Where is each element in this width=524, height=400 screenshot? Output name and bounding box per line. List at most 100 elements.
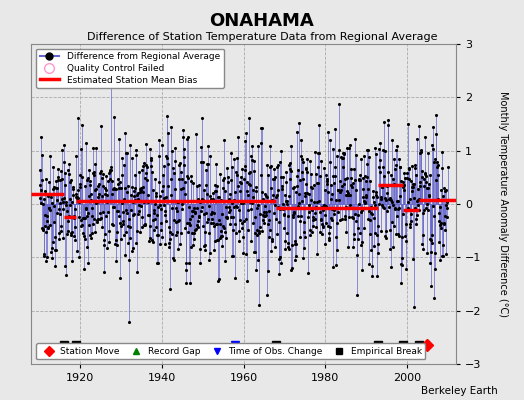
Point: [208, 208, 216, 215]
Point: [341, 216, 349, 222]
Point: [102, 213, 111, 220]
Point: [363, 147, 371, 154]
Point: [141, 222, 149, 228]
Point: [131, 172, 139, 178]
Point: [168, 231, 177, 238]
Point: [377, 202, 386, 208]
Point: [37, 187, 45, 193]
Point: [225, 209, 233, 216]
Point: [203, 161, 211, 168]
Point: [241, 163, 249, 170]
Point: [189, 208, 197, 215]
Point: [66, 179, 74, 185]
Point: [425, 193, 433, 200]
Point: [217, 211, 226, 218]
Point: [326, 137, 334, 143]
Point: [408, 188, 416, 194]
Point: [332, 196, 340, 203]
Point: [126, 142, 134, 148]
Point: [256, 172, 265, 178]
Point: [286, 160, 294, 166]
Point: [103, 209, 112, 215]
Point: [339, 155, 347, 162]
Point: [43, 213, 51, 219]
Point: [389, 176, 397, 182]
Y-axis label: Monthly Temperature Anomaly Difference (°C): Monthly Temperature Anomaly Difference (…: [498, 91, 508, 317]
Point: [60, 142, 69, 148]
Point: [288, 265, 296, 272]
Point: [187, 244, 195, 250]
Point: [250, 168, 258, 174]
Point: [424, 180, 433, 187]
Point: [265, 234, 273, 240]
Point: [133, 192, 141, 198]
Point: [298, 156, 306, 162]
Point: [271, 202, 280, 208]
Point: [282, 201, 291, 207]
Point: [157, 227, 165, 233]
Point: [309, 205, 318, 212]
Point: [162, 194, 170, 200]
Point: [138, 162, 147, 169]
Point: [215, 194, 224, 200]
Point: [427, 237, 435, 244]
Point: [104, 170, 113, 176]
Point: [387, 196, 395, 203]
Point: [211, 182, 220, 188]
Point: [289, 185, 297, 191]
Point: [233, 155, 241, 162]
Point: [95, 190, 103, 197]
Point: [209, 220, 217, 226]
Point: [330, 180, 339, 186]
Point: [110, 114, 118, 120]
Point: [329, 264, 337, 270]
Point: [282, 179, 290, 186]
Point: [77, 146, 85, 152]
Point: [244, 114, 253, 121]
Point: [291, 257, 299, 264]
Point: [205, 192, 214, 199]
Point: [291, 237, 299, 244]
Point: [376, 194, 385, 200]
Point: [174, 198, 183, 205]
Point: [217, 228, 225, 234]
Point: [276, 206, 284, 212]
Point: [136, 189, 145, 196]
Point: [244, 227, 253, 234]
Point: [298, 198, 306, 204]
Point: [63, 218, 72, 224]
Point: [241, 167, 249, 173]
Point: [418, 241, 426, 248]
Point: [249, 186, 258, 193]
Point: [301, 234, 310, 240]
Point: [73, 195, 82, 201]
Point: [172, 204, 181, 211]
Point: [418, 246, 427, 252]
Point: [114, 181, 123, 188]
Point: [316, 158, 325, 164]
Point: [421, 205, 430, 212]
Point: [75, 184, 84, 190]
Point: [125, 216, 134, 222]
Point: [165, 240, 173, 246]
Point: [364, 215, 373, 222]
Point: [420, 175, 429, 182]
Point: [41, 223, 49, 230]
Point: [157, 220, 165, 226]
Point: [346, 192, 354, 198]
Point: [421, 170, 430, 177]
Point: [311, 210, 320, 216]
Point: [220, 137, 228, 144]
Point: [296, 234, 304, 240]
Point: [366, 231, 374, 237]
Point: [410, 162, 419, 168]
Point: [202, 167, 210, 173]
Point: [234, 198, 243, 204]
Point: [241, 138, 249, 145]
Point: [235, 228, 243, 234]
Point: [242, 130, 250, 137]
Point: [256, 210, 265, 217]
Point: [72, 194, 81, 200]
Point: [423, 200, 431, 207]
Point: [255, 302, 264, 308]
